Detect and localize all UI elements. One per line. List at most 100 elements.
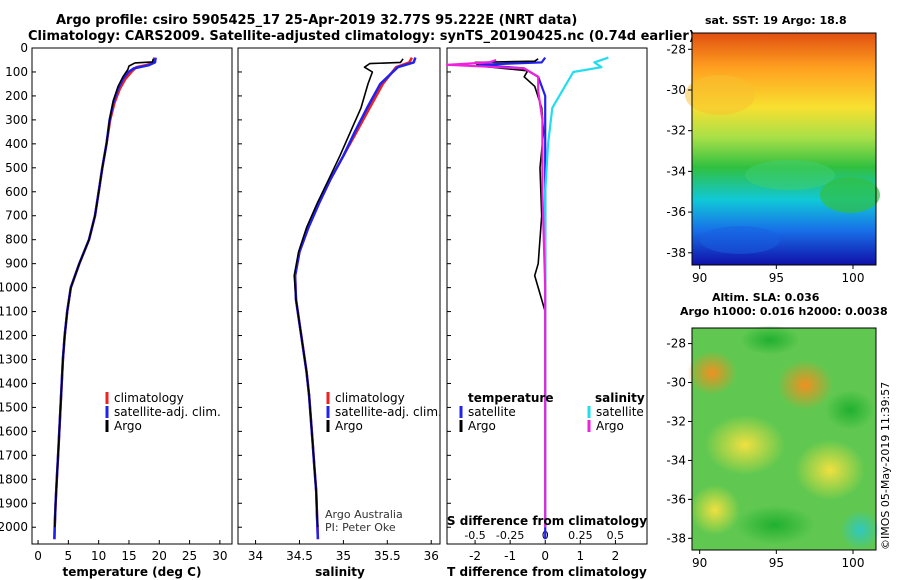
sla-map-feature [825, 390, 875, 430]
sst-map-frame [691, 32, 877, 266]
x-tick-label: 10 [91, 549, 106, 563]
sla-map-feature [687, 351, 737, 395]
s-tick-label: 0.5 [607, 529, 625, 542]
y-tick-label: 700 [5, 209, 28, 223]
series-line-s-argo [445, 58, 547, 528]
x-tick-label: 0 [34, 549, 42, 563]
x-tick-label: 2 [612, 549, 620, 563]
series-line-t-satellite [477, 56, 547, 540]
y-tick-label: 200 [5, 89, 28, 103]
sst-map-feature [820, 177, 880, 213]
sst-map-feature [700, 226, 780, 254]
difference-plot: -2 -1 0 1 2-0.5 -0.25 0 0.25 0.5 [445, 56, 625, 563]
map-lat-label: -32 [666, 124, 686, 138]
legend-label-argo: Argo [114, 419, 142, 433]
sst-map [685, 32, 880, 266]
sst-map-feature [685, 75, 755, 115]
map-lat-label: -38 [666, 246, 686, 260]
y-tick-label: 0 [20, 41, 28, 55]
sla-map-feature [740, 325, 800, 355]
sla-map-subtitle: Argo h1000: 0.016 h2000: 0.0038 [680, 305, 888, 318]
sst-map-title: sat. SST: 19 Argo: 18.8 [705, 14, 847, 27]
x-tick-label: 30 [212, 549, 227, 563]
map-lon-label: 95 [769, 271, 784, 285]
sla-map-feature [777, 360, 833, 410]
x-tick-label: -2 [469, 549, 481, 563]
salinity-axis-label: salinity [315, 565, 365, 579]
y-tick-label: 1600 [0, 424, 28, 438]
y-tick-label: 300 [5, 113, 28, 127]
legend-label-satellite: satellite-adj. clim. [114, 405, 221, 419]
y-tick-label: 1400 [0, 376, 28, 390]
legend-label-t-satellite: satellite [468, 405, 516, 419]
sla-map-feature [705, 415, 785, 475]
map-lon-label: 100 [842, 271, 865, 285]
y-tick-label: 400 [5, 137, 28, 151]
x-tick-label: 36 [424, 549, 439, 563]
legend-label-argo: Argo [335, 419, 363, 433]
s-tick-label: 0.25 [568, 529, 593, 542]
sla-map [687, 325, 880, 551]
series-line-argo [293, 58, 404, 528]
map-lat-label: -30 [666, 376, 686, 390]
x-tick-label: 25 [182, 549, 197, 563]
sst-map-ticks: -28 -30 -32 -34 -36 -38 90 95 100 [666, 42, 864, 285]
y-tick-label: 1700 [0, 448, 28, 462]
temperature-plot: 0 5 10 15 20 25 30 [34, 57, 228, 563]
map-lat-label: -38 [666, 531, 686, 545]
difference-legend: temperature salinity satellite Argo sate… [459, 391, 645, 433]
x-tick-label: 0 [541, 549, 549, 563]
salinity-axes-frame [237, 47, 441, 545]
x-tick-label: 20 [152, 549, 167, 563]
map-lat-label: -36 [666, 205, 686, 219]
x-tick-label: 15 [121, 549, 136, 563]
x-tick-label: 35 [336, 549, 351, 563]
x-tick-label: -1 [504, 549, 516, 563]
temperature-axes-frame [31, 47, 233, 545]
sla-map-title: Altim. SLA: 0.036 [712, 291, 820, 304]
map-lat-label: -34 [666, 164, 686, 178]
x-tick-label: 35.5 [374, 549, 401, 563]
argo-australia-annotation: Argo Australia [325, 508, 403, 521]
pi-annotation: PI: Peter Oke [325, 521, 396, 534]
y-tick-label: 600 [5, 185, 28, 199]
difference-axes-frame [446, 47, 648, 545]
temperature-legend: climatology satellite-adj. clim. Argo [105, 391, 221, 433]
y-tick-label: 2000 [0, 520, 28, 534]
y-tick-label: 500 [5, 161, 28, 175]
y-tick-label: 1100 [0, 305, 28, 319]
x-tick-label: 1 [577, 549, 585, 563]
legend-label-s-satellite: satellite [596, 405, 644, 419]
s-difference-axis-label: S difference from climatology [447, 514, 647, 528]
sla-map-feature [795, 440, 865, 500]
map-lon-label: 95 [769, 556, 784, 570]
y-tick-label: 900 [5, 257, 28, 271]
y-tick-label: 1500 [0, 400, 28, 414]
legend-label-climatology: climatology [114, 391, 184, 405]
legend-title-salinity: salinity [595, 391, 645, 405]
y-tick-label: 1300 [0, 352, 28, 366]
map-lat-label: -28 [666, 42, 686, 56]
map-lat-label: -36 [666, 492, 686, 506]
x-tick-label: 34.5 [286, 549, 313, 563]
legend-label-climatology: climatology [335, 391, 405, 405]
sla-map-feature [735, 505, 815, 545]
map-lon-label: 90 [692, 556, 707, 570]
pressure-tick-labels: 0 100 200 300 400 500 600 700 800 900 1000 1100 1200… [0, 41, 451, 534]
legend-label-t-argo: Argo [468, 419, 496, 433]
salinity-legend: climatology satellite-adj. clim. Argo [326, 391, 442, 433]
legend-label-s-argo: Argo [596, 419, 624, 433]
sla-map-feature [690, 485, 740, 535]
sst-map-feature [745, 160, 835, 190]
temperature-axis-label: temperature (deg C) [63, 565, 202, 579]
sla-map-frame [691, 327, 877, 551]
s-tick-label: -0.5 [464, 529, 485, 542]
y-tick-label: 1900 [0, 496, 28, 510]
sst-map-field [692, 33, 876, 265]
map-lat-label: -30 [666, 83, 686, 97]
map-lat-label: -34 [666, 453, 686, 467]
series-line-argo [53, 58, 154, 528]
map-lon-label: 90 [692, 271, 707, 285]
y-tick-label: 800 [5, 233, 28, 247]
